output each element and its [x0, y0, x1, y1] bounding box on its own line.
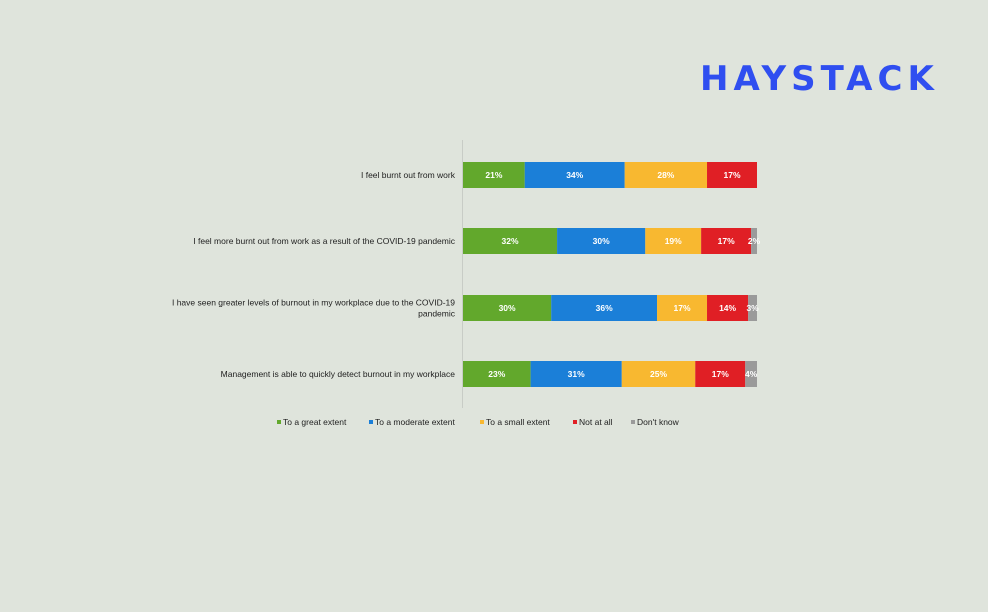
legend-swatch	[631, 420, 635, 424]
logo-text: HAYSTACK	[700, 59, 939, 99]
legend-swatch	[573, 420, 577, 424]
data-label: 14%	[719, 303, 736, 313]
category-label: I feel more burnt out from work as a res…	[193, 236, 455, 246]
bar-segment	[463, 228, 558, 254]
legend-label: To a small extent	[486, 417, 550, 427]
bar-segment	[751, 228, 757, 254]
bar-segment	[748, 295, 757, 321]
bar-segment	[645, 228, 702, 254]
legend-label: Not at all	[579, 417, 613, 427]
data-label: 36%	[596, 303, 613, 313]
bar-segment	[557, 228, 646, 254]
category-label: Management is able to quickly detect bur…	[221, 369, 456, 379]
legend-swatch	[369, 420, 373, 424]
category-label: I feel burnt out from work	[361, 170, 456, 180]
data-label: 19%	[665, 236, 682, 246]
data-label: 4%	[745, 369, 758, 379]
legend-label: Don't know	[637, 417, 680, 427]
data-label: 31%	[568, 369, 585, 379]
legend-item: Not at all	[573, 417, 613, 427]
data-label: 25%	[650, 369, 667, 379]
bar-segment	[695, 361, 746, 387]
bar-segment	[463, 162, 525, 188]
legend-item: To a moderate extent	[369, 417, 455, 427]
data-label: 30%	[593, 236, 610, 246]
bar-segment	[463, 295, 552, 321]
data-label: 17%	[712, 369, 729, 379]
bar-segment	[624, 162, 708, 188]
bar-segment	[707, 162, 757, 188]
bar-segment	[530, 361, 622, 387]
data-label: 17%	[718, 236, 735, 246]
legend-item: To a great extent	[277, 417, 347, 427]
legend-item: Don't know	[631, 417, 680, 427]
legend-item: To a small extent	[480, 417, 550, 427]
haystack-logo: HAYSTACK	[700, 59, 939, 99]
legend-swatch	[277, 420, 281, 424]
bar-segment	[463, 361, 531, 387]
data-label: 3%	[746, 303, 759, 313]
data-label: 28%	[657, 170, 674, 180]
bar-segment	[707, 295, 749, 321]
bar-segment	[745, 361, 757, 387]
data-label: 17%	[674, 303, 691, 313]
legend-label: To a moderate extent	[375, 417, 455, 427]
data-label: 34%	[566, 170, 583, 180]
legend-swatch	[480, 420, 484, 424]
bar-segment	[551, 295, 658, 321]
bar-segment	[621, 361, 696, 387]
bar-segment	[524, 162, 625, 188]
data-label: 21%	[485, 170, 502, 180]
bar-segment	[657, 295, 708, 321]
data-label: 23%	[488, 369, 505, 379]
data-label: 32%	[502, 236, 519, 246]
legend-label: To a great extent	[283, 417, 347, 427]
data-label: 30%	[499, 303, 516, 313]
category-label: I have seen greater levels of burnout in…	[172, 298, 456, 319]
data-label: 17%	[724, 170, 741, 180]
data-label: 2%	[748, 236, 761, 246]
bar-segment	[701, 228, 752, 254]
